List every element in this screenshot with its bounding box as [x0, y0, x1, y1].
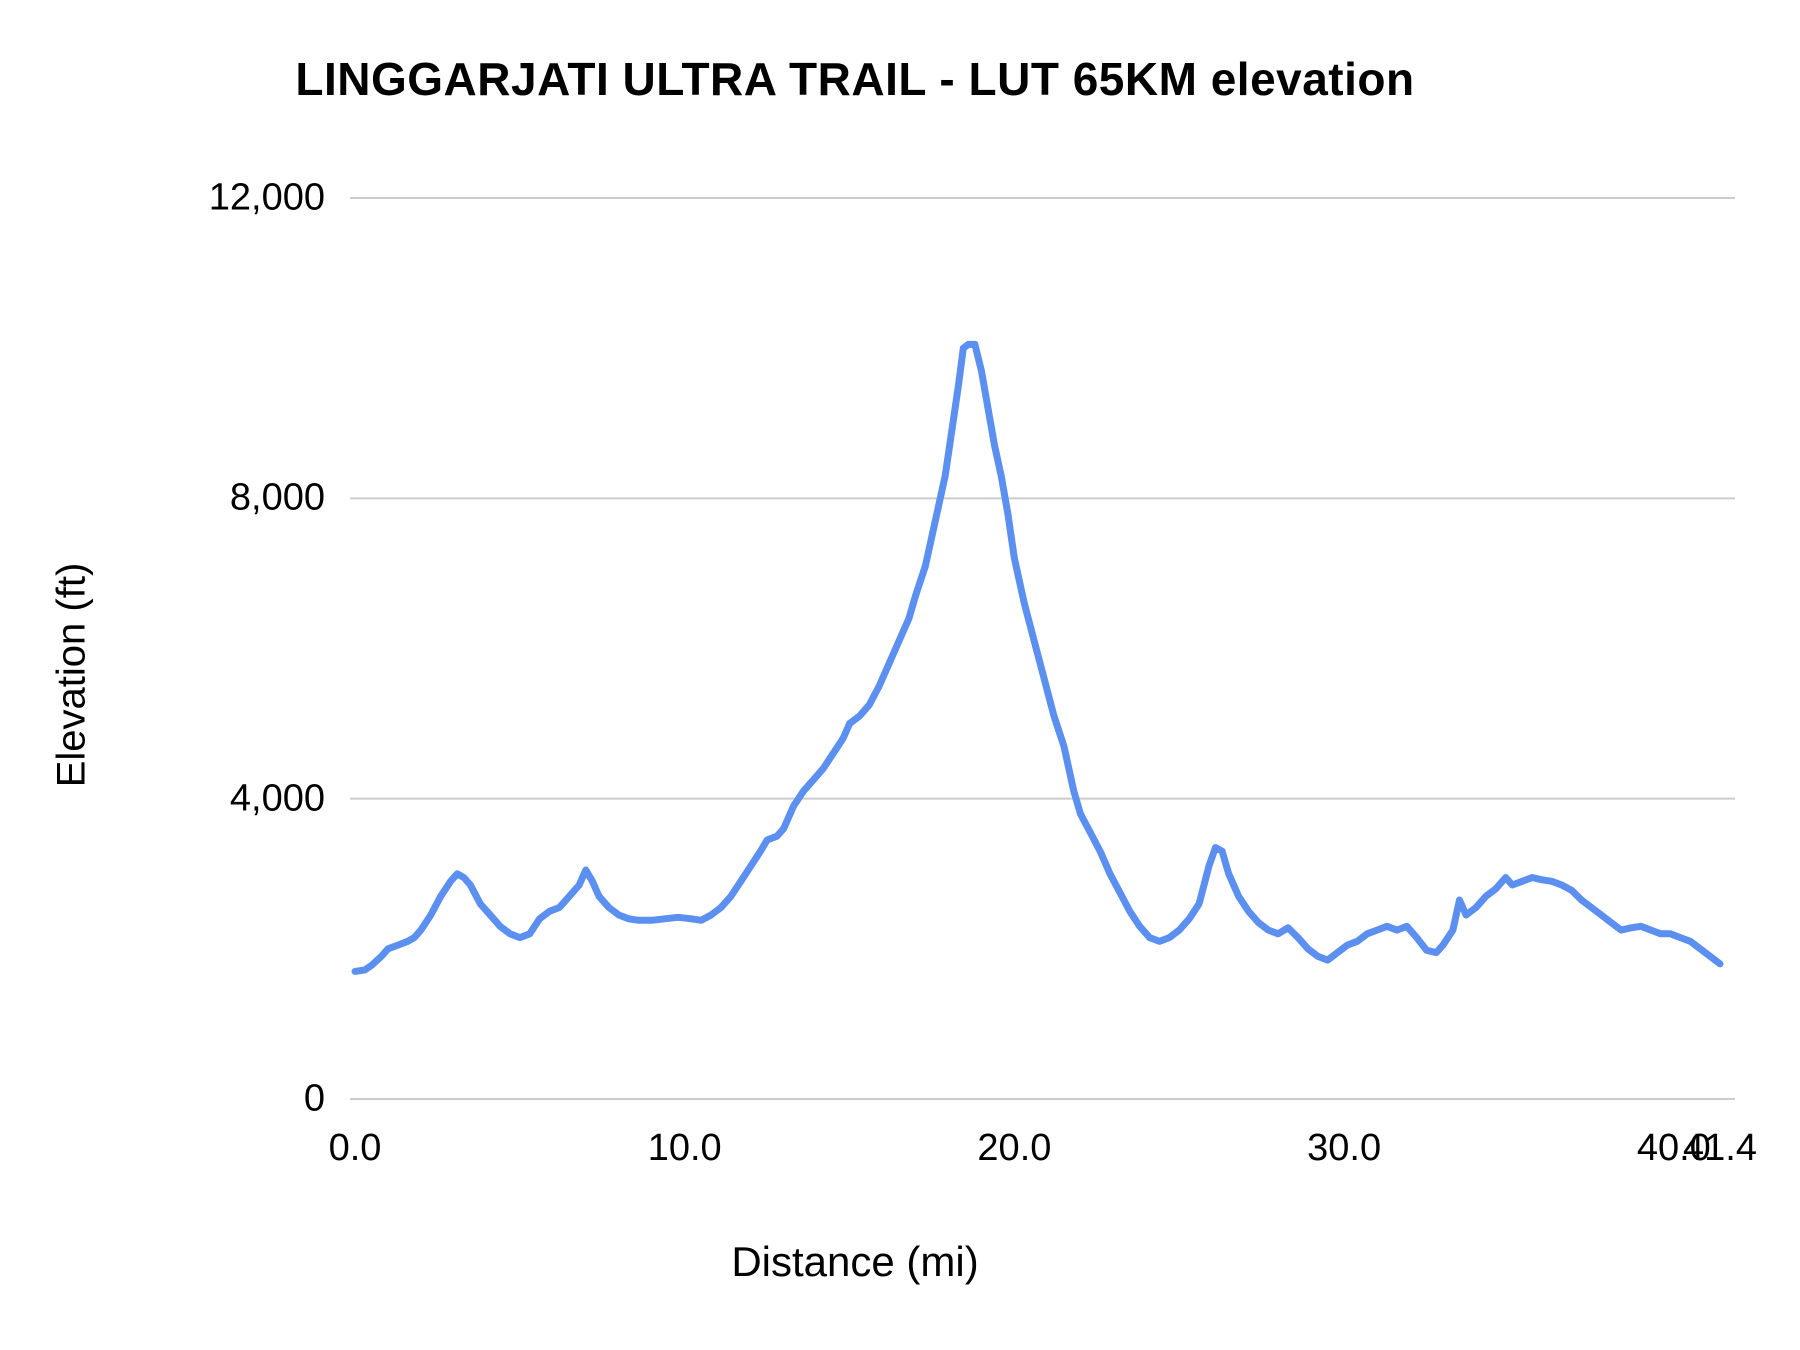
x-tick-label: 41.4 [1683, 1127, 1757, 1169]
elevation-series-line [351, 340, 1724, 975]
x-tick-label: 0.0 [328, 1127, 382, 1169]
x-tick-label: 20.0 [977, 1127, 1052, 1169]
chart-title: LINGGARJATI ULTRA TRAIL - LUT 65KM eleva… [295, 53, 1415, 105]
x-tick-label: 30.0 [1307, 1127, 1382, 1169]
y-tick-label: 4,000 [229, 777, 325, 820]
x-tick-label: 40.0 [1636, 1127, 1711, 1169]
y-tick-label: 8,000 [229, 476, 325, 519]
y-tick-label: 12,000 [208, 176, 325, 219]
x-axis-title: Distance (mi) [731, 1238, 979, 1285]
y-tick-label: 0 [303, 1077, 325, 1120]
x-tick-label: 10.0 [647, 1127, 722, 1169]
